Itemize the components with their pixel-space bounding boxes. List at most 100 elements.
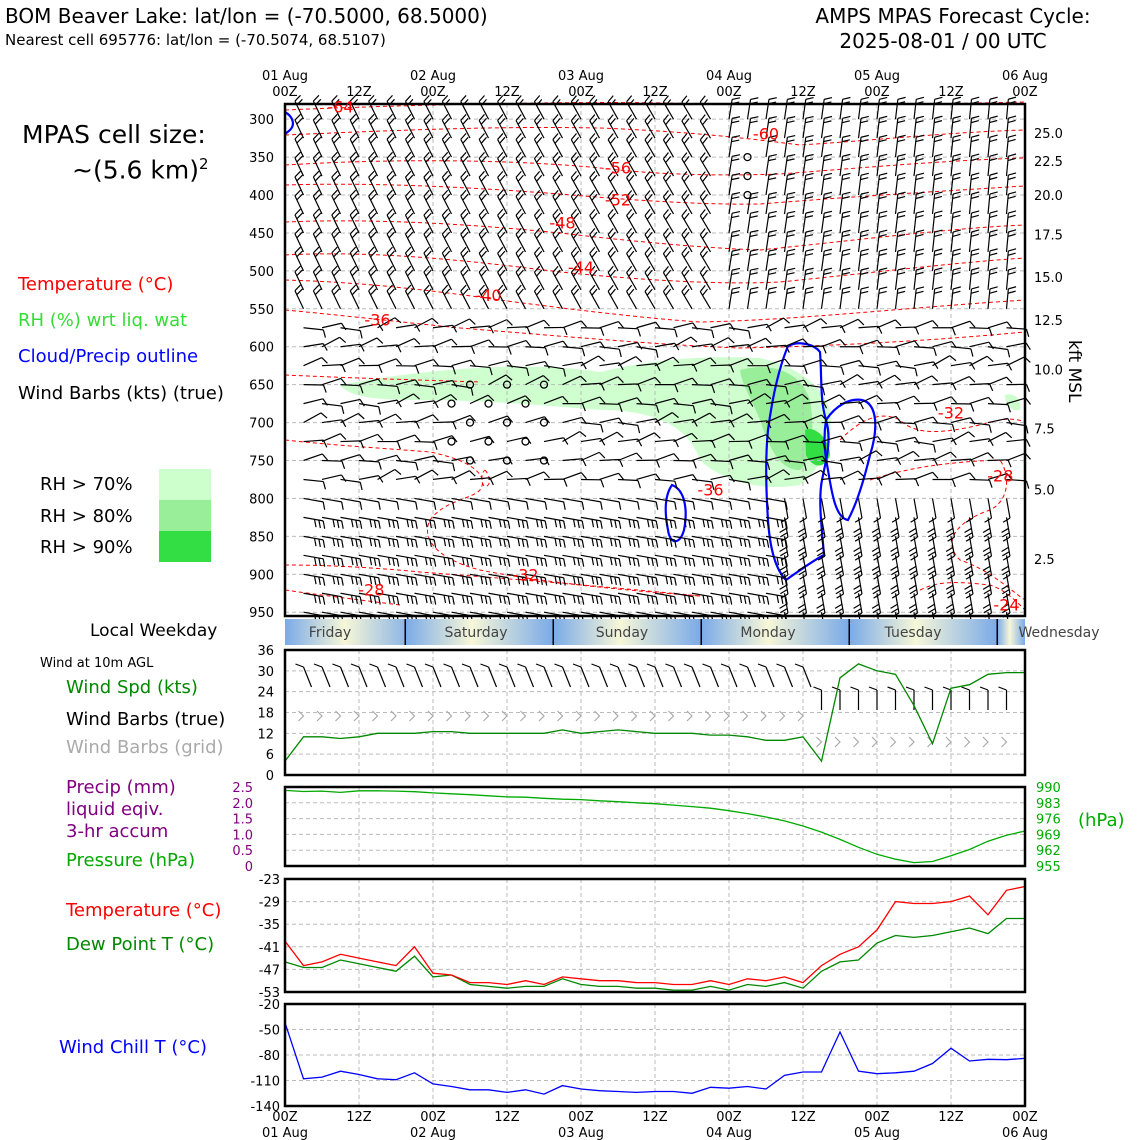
wind-barb-shaft	[681, 234, 693, 253]
wind-barb	[969, 396, 994, 405]
wind-barb-flag	[673, 453, 680, 461]
wind-barb	[368, 113, 379, 139]
wind-barb	[710, 337, 735, 348]
wind-barb	[312, 132, 323, 158]
wind-barb-shaft	[478, 158, 490, 177]
wind-barb	[377, 358, 402, 367]
wind-barb	[488, 516, 511, 529]
wind-barb	[321, 364, 346, 373]
wind-barb-flag	[750, 97, 759, 100]
wind-barb	[987, 134, 998, 158]
wind-barb-shaft	[681, 158, 693, 177]
wind-barb-flag	[591, 155, 598, 163]
wind-barb-flag	[563, 327, 568, 336]
wind-barb-flag	[860, 233, 869, 238]
wind-barb-flag	[410, 519, 414, 529]
wind-barb-shaft	[710, 364, 731, 367]
temperature-contour	[284, 220, 1026, 251]
wind-barb-shaft	[1005, 118, 1009, 139]
wind-barb-flag	[396, 520, 400, 529]
wind-barb	[820, 115, 833, 139]
wind-barb-flag	[989, 176, 998, 181]
wind-barb-flag	[489, 596, 492, 605]
wind-barb-shaft	[968, 194, 973, 215]
wind-barb-flag	[805, 196, 814, 200]
wind-barb-shaft	[570, 139, 582, 158]
wind-barb-flag	[989, 172, 998, 176]
wind-barb-flag	[618, 501, 622, 510]
wind-barb-flag	[321, 357, 328, 364]
wind-barb	[386, 170, 397, 196]
wind-barb-shaft	[506, 666, 516, 688]
wind-barb-flag	[834, 546, 843, 552]
wind-barb-flag	[429, 557, 432, 566]
wind-barb-shaft	[710, 433, 730, 443]
wind-barb-flag	[405, 227, 412, 235]
wind-barb-shaft	[931, 175, 936, 196]
wind-barb	[607, 246, 619, 272]
wind-barb	[525, 471, 550, 481]
wind-barb-shaft	[710, 323, 731, 329]
wind-barb-shaft	[858, 380, 879, 386]
wind-barb	[765, 210, 777, 234]
wind-barb	[589, 284, 601, 310]
wind-barb-flag	[405, 246, 412, 254]
wind-barb	[644, 246, 656, 272]
wind-barb-flag	[526, 367, 530, 377]
wind-barb-shaft	[525, 497, 546, 503]
wind-barb-flag	[952, 96, 961, 100]
wind-barb-flag	[822, 387, 826, 396]
wind-barb-shaft	[876, 374, 895, 386]
wind-barb-shaft	[469, 592, 490, 598]
wind-barb	[876, 229, 888, 252]
wind-barb-flag	[320, 412, 328, 419]
wind-barb-shaft	[414, 384, 435, 388]
wind-barb	[478, 246, 490, 272]
wind-barb-shaft	[765, 213, 770, 234]
wind-barb-flag	[341, 577, 344, 586]
wind-barb-shaft	[303, 412, 322, 424]
wind-barb	[460, 132, 471, 158]
wind-barb	[441, 246, 453, 272]
wind-barb	[746, 248, 759, 271]
wind-barb-flag	[933, 403, 938, 411]
wind-barb-shaft	[649, 710, 656, 722]
wind-barb-flag	[544, 361, 550, 369]
wind-barb-flag	[312, 227, 320, 235]
wind-barb-flag	[982, 527, 991, 534]
wind-barb-shaft	[968, 288, 973, 309]
wind-barb-flag	[762, 538, 765, 548]
wind-barb-flag	[1007, 138, 1016, 143]
wind-barb-flag	[891, 608, 899, 614]
wind-barb	[404, 208, 416, 234]
wind-barb	[765, 384, 789, 395]
wind-barb-shaft	[746, 666, 757, 688]
wind-barb-flag	[896, 402, 901, 411]
wind-barb-flag	[632, 557, 636, 566]
wind-barb-flag	[854, 589, 862, 595]
wind-barb-flag	[1025, 480, 1030, 489]
wind-barb	[349, 151, 360, 177]
wind-barb-true	[979, 686, 989, 710]
wind-barb-shaft	[303, 497, 324, 503]
wind-barb-flag	[1008, 248, 1017, 252]
wind-barb-flag	[407, 212, 414, 220]
wind-barb-shaft	[340, 357, 360, 367]
wind-barb-shaft	[857, 517, 863, 538]
wind-barb-shaft	[968, 517, 974, 538]
wind-barb	[386, 132, 397, 158]
wind-barb-flag	[732, 192, 741, 195]
wind-barb-shaft	[506, 516, 527, 522]
wind-barb-shaft	[1005, 536, 1011, 557]
wind-barb	[368, 265, 379, 291]
wind-barb	[654, 592, 677, 605]
wind-barb-shaft	[515, 177, 527, 196]
wind-barb-shaft	[562, 554, 583, 560]
wind-barb-flag	[322, 343, 328, 351]
wind-barb-shaft	[747, 516, 768, 522]
wind-barb-flag	[355, 538, 358, 548]
wind-barb-flag	[857, 470, 865, 478]
wind-barb-shaft	[839, 536, 845, 557]
wind-barb-shaft	[894, 250, 899, 271]
bottom-hour-label: 12Z	[642, 1110, 668, 1125]
